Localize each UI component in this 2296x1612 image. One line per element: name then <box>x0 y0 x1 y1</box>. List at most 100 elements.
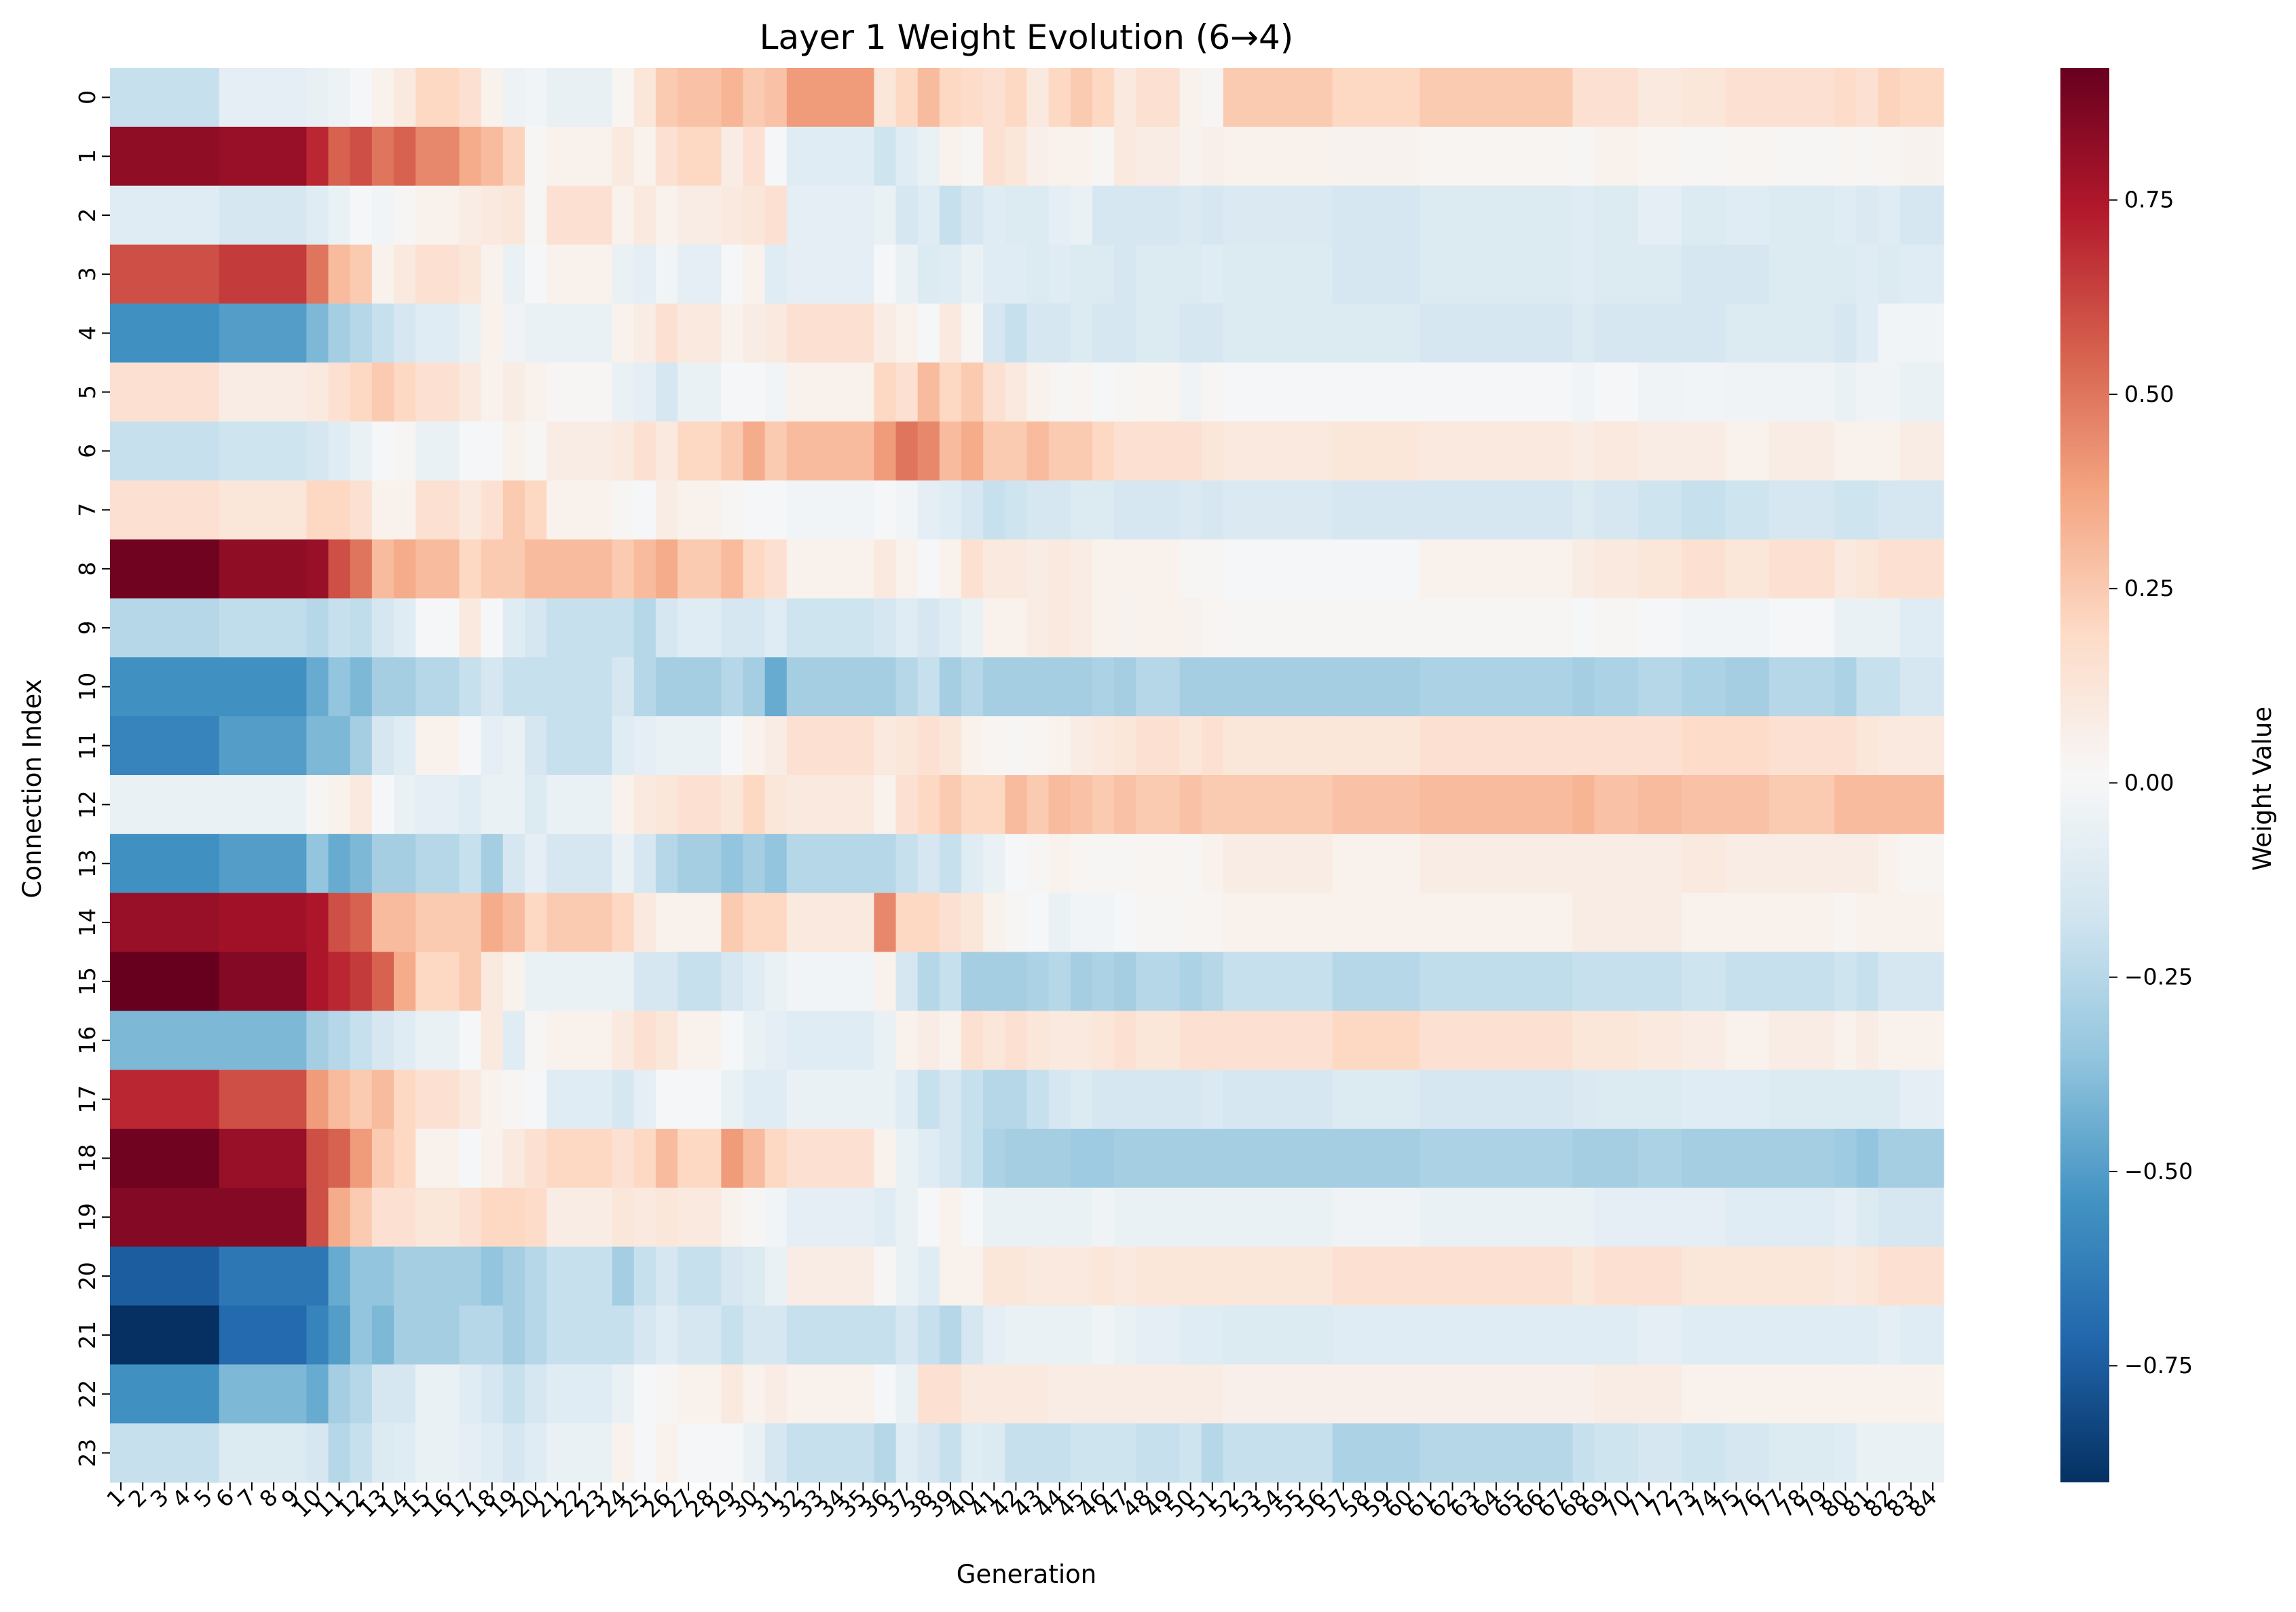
heatmap-cell <box>1834 657 1857 717</box>
heatmap-cell <box>983 775 1005 835</box>
heatmap-cell <box>1682 775 1726 835</box>
heatmap-cell <box>1420 716 1573 776</box>
heatmap-cell <box>1594 893 1639 953</box>
heatmap-cell <box>1856 657 1879 717</box>
heatmap-cell <box>502 1070 525 1129</box>
heatmap-cell <box>459 893 482 953</box>
heatmap-cell <box>895 244 919 304</box>
heatmap-cell <box>961 1187 984 1248</box>
heatmap-cell <box>1682 833 1726 894</box>
heatmap-cell <box>1900 244 1944 304</box>
heatmap-cell <box>1725 303 1770 363</box>
heatmap-cell <box>350 952 373 1011</box>
heatmap-cell <box>371 126 394 187</box>
heatmap-cell <box>481 893 504 953</box>
heatmap-cell <box>1682 185 1726 246</box>
heatmap-cell <box>371 362 394 422</box>
heatmap-cell <box>1114 1187 1136 1248</box>
heatmap-cell <box>1005 185 1028 246</box>
heatmap-cell <box>1420 952 1573 1011</box>
heatmap-cell <box>1769 1246 1835 1307</box>
heatmap-cell <box>1637 1187 1682 1248</box>
heatmap-cell <box>524 893 547 953</box>
heatmap-cell <box>1201 893 1224 953</box>
heatmap-cell <box>1594 1011 1639 1070</box>
heatmap-cell <box>1682 68 1726 128</box>
heatmap-cell <box>1900 716 1944 776</box>
heatmap-cell <box>1572 244 1595 304</box>
heatmap-cell <box>524 421 547 481</box>
heatmap-cell <box>1682 1129 1726 1188</box>
heatmap-cell <box>1332 1423 1420 1483</box>
heatmap-cell <box>547 1364 613 1424</box>
heatmap-cell <box>371 68 394 128</box>
heatmap-cell <box>1725 833 1770 894</box>
heatmap-cell <box>1594 1246 1639 1307</box>
heatmap-cell <box>547 1187 613 1248</box>
heatmap-cell <box>612 1187 635 1248</box>
heatmap-cell <box>1594 1187 1639 1248</box>
heatmap-cell <box>678 716 722 776</box>
heatmap-cell <box>939 716 962 776</box>
heatmap-cell <box>1114 126 1136 187</box>
heatmap-cell <box>764 833 788 894</box>
heatmap-cell <box>502 657 525 717</box>
heatmap-cell <box>1005 1423 1028 1483</box>
heatmap-cell <box>983 716 1005 776</box>
heatmap-cell <box>371 303 394 363</box>
heatmap-cell <box>1201 657 1224 717</box>
heatmap-cell <box>721 1070 744 1129</box>
heatmap-cell <box>1637 1305 1682 1365</box>
heatmap-cell <box>1223 362 1333 422</box>
heatmap-cell <box>502 775 525 835</box>
heatmap-cell <box>328 716 351 776</box>
heatmap-cell <box>415 893 460 953</box>
heatmap-cell <box>1594 303 1639 363</box>
heatmap-cell <box>306 1011 329 1070</box>
heatmap-cell <box>655 539 678 599</box>
heatmap-cell <box>1332 893 1420 953</box>
heatmap-cell <box>939 833 962 894</box>
heatmap-cell <box>655 303 678 363</box>
heatmap-cell <box>939 68 962 128</box>
heatmap-cell <box>895 185 919 246</box>
heatmap-cell <box>1201 1011 1224 1070</box>
heatmap-cell <box>481 68 504 128</box>
heatmap-cell <box>961 893 984 953</box>
heatmap-cell <box>1834 303 1857 363</box>
heatmap-cell <box>328 893 351 953</box>
heatmap-cell <box>1005 126 1028 187</box>
heatmap-cell <box>1136 1011 1181 1070</box>
heatmap-cell <box>1834 1129 1857 1188</box>
heatmap-cell <box>721 1187 744 1248</box>
heatmap-cell <box>874 657 897 717</box>
heatmap-cell <box>1856 1364 1879 1424</box>
heatmap-cell <box>1420 1246 1573 1307</box>
heatmap-cell <box>1070 893 1093 953</box>
heatmap-cell <box>961 68 984 128</box>
heatmap-cell <box>547 244 613 304</box>
x-tick-label: 4 <box>167 1484 196 1512</box>
heatmap-cell <box>1179 1011 1202 1070</box>
heatmap-cell <box>917 775 940 835</box>
heatmap-cell <box>895 539 919 599</box>
heatmap-cell <box>743 1305 766 1365</box>
heatmap-cell <box>678 775 722 835</box>
heatmap-cell <box>502 1187 525 1248</box>
heatmap-cell <box>110 1187 220 1248</box>
heatmap-cell <box>1114 657 1136 717</box>
heatmap-cell <box>219 1187 307 1248</box>
heatmap-cell <box>939 421 962 481</box>
heatmap-cell <box>1223 716 1333 776</box>
heatmap-cell <box>1026 1364 1050 1424</box>
heatmap-cell <box>1223 598 1333 658</box>
heatmap-cell <box>524 952 547 1011</box>
heatmap-cell <box>1026 1305 1050 1365</box>
heatmap-cell <box>1725 1305 1770 1365</box>
heatmap-cell <box>1769 480 1835 540</box>
heatmap-cell <box>1769 68 1835 128</box>
heatmap-cell <box>874 1423 897 1483</box>
heatmap-cell <box>459 952 482 1011</box>
heatmap-cell <box>612 539 635 599</box>
